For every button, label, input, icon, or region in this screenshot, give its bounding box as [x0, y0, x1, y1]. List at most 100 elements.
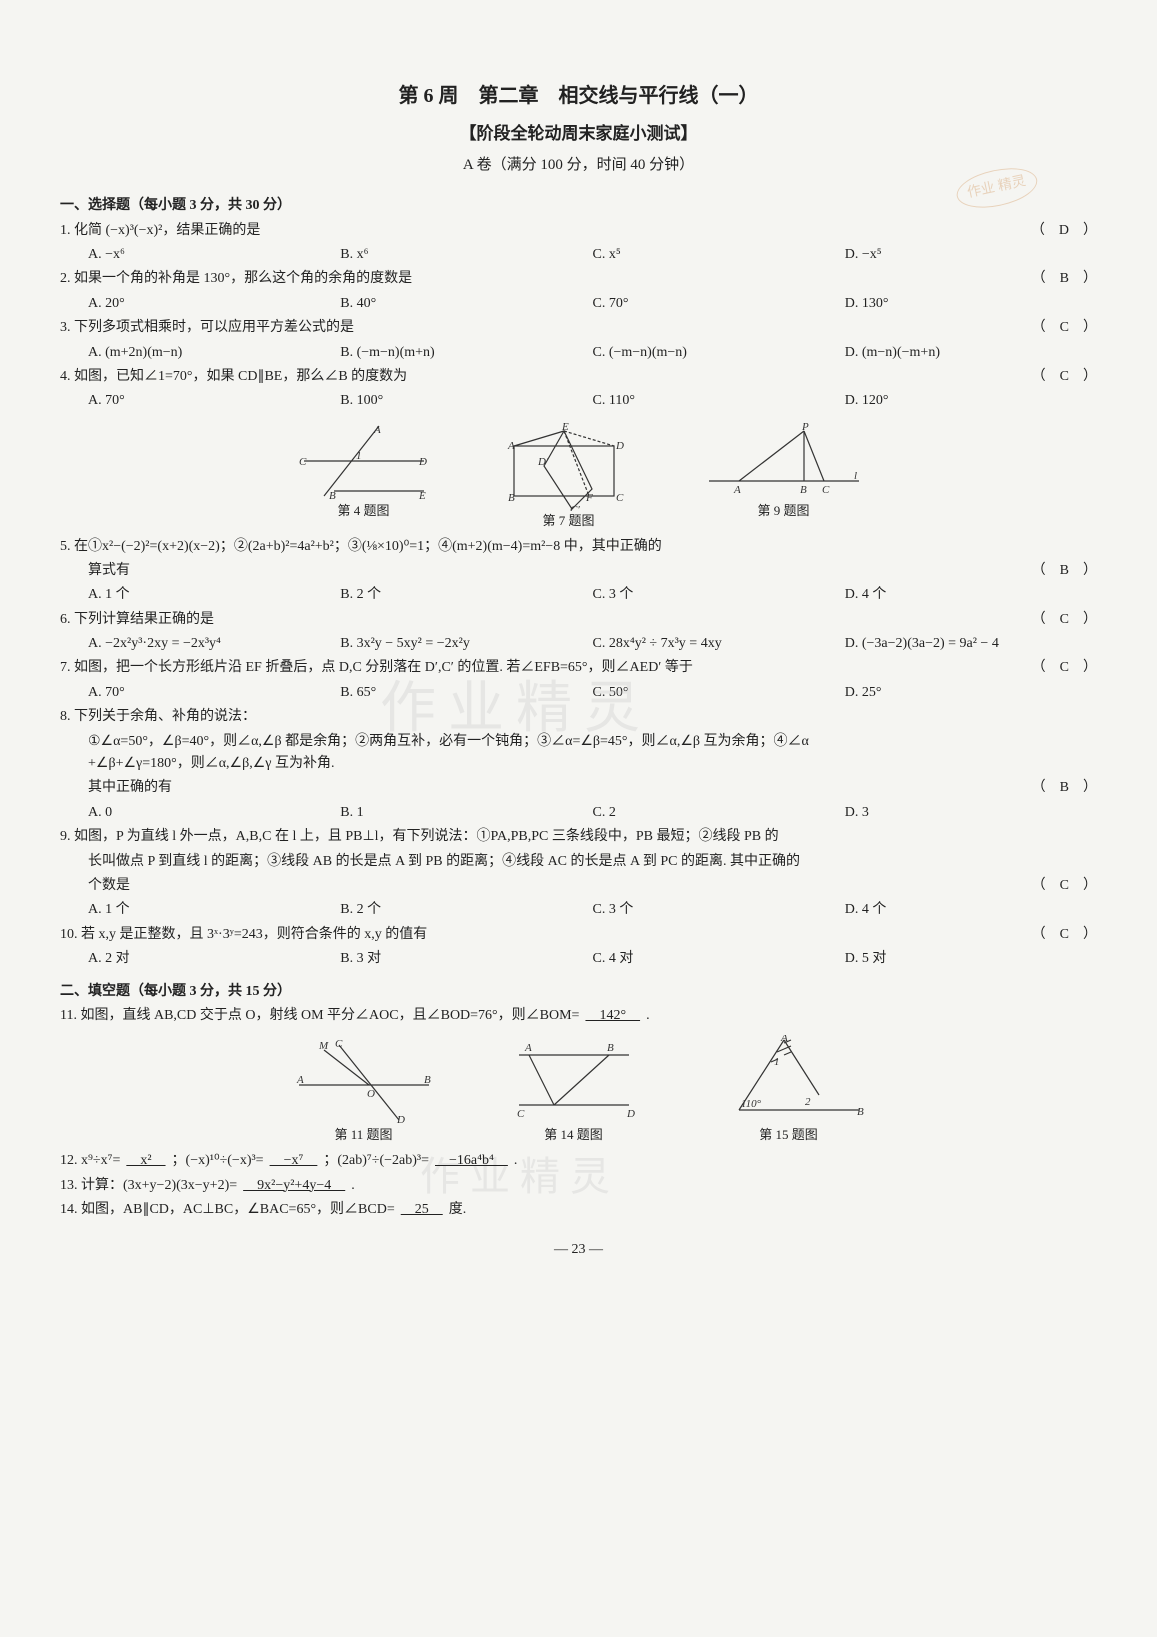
figure-q11-caption: 第 11 题图 [289, 1125, 439, 1146]
question-10: 10. 若 x,y 是正整数，且 3ˣ·3ʸ=243，则符合条件的 x,y 的值… [60, 924, 1097, 946]
q6-options: A. −2x²y³·2xy = −2x³y⁴ B. 3x²y − 5xy² = … [60, 633, 1097, 655]
q9-text3: 个数是 [88, 878, 130, 893]
q5-opt-b: B. 2 个 [340, 584, 592, 606]
svg-text:B: B [424, 1074, 431, 1086]
q7-answer: （ C ） [1032, 657, 1097, 679]
question-11: 11. 如图，直线 AB,CD 交于点 O，射线 OM 平分∠AOC，且∠BOD… [60, 1005, 1097, 1027]
q6-opt-a: A. −2x²y³·2xy = −2x³y⁴ [88, 633, 340, 655]
q3-options: A. (m+2n)(m−n) B. (−m−n)(m+n) C. (−m−n)(… [60, 342, 1097, 364]
section-2-head: 二、填空题（每小题 3 分，共 15 分） [60, 981, 1097, 1003]
question-9: 9. 如图，P 为直线 l 外一点，A,B,C 在 l 上，且 PB⊥l，有下列… [60, 826, 1097, 848]
q9-opt-c: C. 3 个 [593, 899, 845, 921]
q1-opt-c: C. x⁵ [593, 244, 845, 266]
figure-q7: AED BFC D′C′ 第 7 题图 [494, 421, 644, 532]
q5-answer: （ B ） [1032, 560, 1097, 582]
question-12: 12. x⁹÷x⁷= x² ；(−x)¹⁰÷(−x)³= −x⁷ ；(2ab)⁷… [60, 1150, 1097, 1172]
q8-text3: 其中正确的有 [88, 780, 172, 795]
svg-text:l: l [854, 470, 857, 482]
svg-text:O: O [367, 1088, 375, 1100]
q9-opt-a: A. 1 个 [88, 899, 340, 921]
svg-text:C: C [299, 456, 307, 468]
svg-text:A: A [296, 1074, 304, 1086]
q2-opt-a: A. 20° [88, 293, 340, 315]
svg-text:E: E [418, 490, 426, 501]
q6-opt-b: B. 3x²y − 5xy² = −2x²y [340, 633, 592, 655]
figure-q14-svg: AB CD [499, 1035, 649, 1125]
figure-q15-svg: A 110° 2 B 1 [709, 1035, 869, 1125]
q8-opt-a: A. 0 [88, 802, 340, 824]
q1-text: 1. 化简 (−x)³(−x)²，结果正确的是 [60, 223, 260, 238]
q3-opt-b: B. (−m−n)(m+n) [340, 342, 592, 364]
q7-opt-d: D. 25° [845, 682, 1097, 704]
q4-options: A. 70° B. 100° C. 110° D. 120° [60, 390, 1097, 412]
q2-opt-c: C. 70° [593, 293, 845, 315]
q8-options: A. 0 B. 1 C. 2 D. 3 [60, 802, 1097, 824]
q10-text: 10. 若 x,y 是正整数，且 3ˣ·3ʸ=243，则符合条件的 x,y 的值… [60, 927, 427, 942]
figure-q4-svg: A CD BE 1 [294, 421, 434, 501]
q9-line3: 个数是 （ C ） [60, 875, 1097, 897]
svg-text:M: M [318, 1040, 329, 1052]
svg-text:110°: 110° [741, 1098, 762, 1110]
q9-line2: 长叫做点 P 到直线 l 的距离；③线段 AB 的长是点 A 到 PB 的距离；… [60, 851, 1097, 873]
svg-text:D: D [615, 440, 624, 452]
figure-q7-caption: 第 7 题图 [494, 511, 644, 532]
q13-c: . [351, 1178, 355, 1193]
q3-opt-a: A. (m+2n)(m−n) [88, 342, 340, 364]
figure-q11: CM AOB D 第 11 题图 [289, 1035, 439, 1146]
q8-line2: +∠β+∠γ=180°，则∠α,∠β,∠γ 互为补角. [60, 753, 1097, 775]
question-5-line2: 算式有 （ B ） [60, 560, 1097, 582]
q3-opt-d: D. (m−n)(−m+n) [845, 342, 1097, 364]
q12-e: . [514, 1153, 518, 1168]
q1-opt-d: D. −x⁵ [845, 244, 1097, 266]
q8-opt-d: D. 3 [845, 802, 1097, 824]
q9-options: A. 1 个 B. 2 个 C. 3 个 D. 4 个 [60, 899, 1097, 921]
q2-answer: （ B ） [1032, 268, 1097, 290]
svg-text:C: C [822, 484, 830, 496]
svg-text:D: D [626, 1108, 635, 1120]
q12-a: 12. x⁹÷x⁷= [60, 1153, 120, 1168]
figure-q7-svg: AED BFC D′C′ [494, 421, 644, 511]
q7-opt-b: B. 65° [340, 682, 592, 704]
figure-q15-caption: 第 15 题图 [709, 1125, 869, 1146]
q5-text2: 算式有 [88, 563, 130, 578]
svg-text:B: B [329, 490, 336, 501]
figure-q9-caption: 第 9 题图 [704, 501, 864, 522]
q4-opt-a: A. 70° [88, 390, 340, 412]
q7-text: 7. 如图，把一个长方形纸片沿 EF 折叠后，点 D,C 分别落在 D′,C′ … [60, 660, 693, 675]
svg-text:1: 1 [774, 1056, 780, 1068]
question-2: 2. 如果一个角的补角是 130°，那么这个角的余角的度数是 （ B ） [60, 268, 1097, 290]
q4-opt-c: C. 110° [593, 390, 845, 412]
question-1: 1. 化简 (−x)³(−x)²，结果正确的是 （ D ） [60, 220, 1097, 242]
svg-text:E: E [561, 421, 569, 433]
q2-opt-d: D. 130° [845, 293, 1097, 315]
q4-text: 4. 如图，已知∠1=70°，如果 CD∥BE，那么∠B 的度数为 [60, 369, 407, 384]
q10-options: A. 2 对 B. 3 对 C. 4 对 D. 5 对 [60, 948, 1097, 970]
q12-b1: x² [120, 1153, 171, 1168]
q4-opt-d: D. 120° [845, 390, 1097, 412]
figure-q15: A 110° 2 B 1 第 15 题图 [709, 1035, 869, 1146]
svg-text:F: F [585, 492, 593, 504]
q14-b: 25 [395, 1202, 449, 1217]
q1-opt-b: B. x⁶ [340, 244, 592, 266]
q12-d: ；(2ab)⁷÷(−2ab)³= [323, 1153, 429, 1168]
svg-text:B: B [508, 492, 515, 504]
q10-opt-c: C. 4 对 [593, 948, 845, 970]
question-8: 8. 下列关于余角、补角的说法： [60, 706, 1097, 728]
q8-line1: ①∠α=50°，∠β=40°，则∠α,∠β 都是余角；②两角互补，必有一个钝角；… [60, 731, 1097, 753]
q1-answer: （ D ） [1031, 220, 1097, 242]
q5-opt-c: C. 3 个 [593, 584, 845, 606]
q6-opt-d: D. (−3a−2)(3a−2) = 9a² − 4 [845, 633, 1097, 655]
q8-opt-b: B. 1 [340, 802, 592, 824]
svg-text:B: B [607, 1042, 614, 1054]
q14-a: 14. 如图，AB∥CD，AC⊥BC，∠BAC=65°，则∠BCD= [60, 1202, 395, 1217]
q5-text: 5. 在①x²−(−2)²=(x+2)(x−2)；②(2a+b)²=4a²+b²… [60, 539, 662, 554]
svg-text:D: D [418, 456, 427, 468]
question-5: 5. 在①x²−(−2)²=(x+2)(x−2)；②(2a+b)²=4a²+b²… [60, 536, 1097, 558]
q10-opt-a: A. 2 对 [88, 948, 340, 970]
q9-text: 9. 如图，P 为直线 l 外一点，A,B,C 在 l 上，且 PB⊥l，有下列… [60, 829, 779, 844]
svg-text:A: A [733, 484, 741, 496]
figure-row-1: A CD BE 1 第 4 题图 AED BFC [60, 421, 1097, 532]
q1-options: A. −x⁶ B. x⁶ C. x⁵ D. −x⁵ [60, 244, 1097, 266]
q7-options: A. 70° B. 65° C. 50° D. 25° [60, 682, 1097, 704]
q11-text-b: . [646, 1008, 650, 1023]
